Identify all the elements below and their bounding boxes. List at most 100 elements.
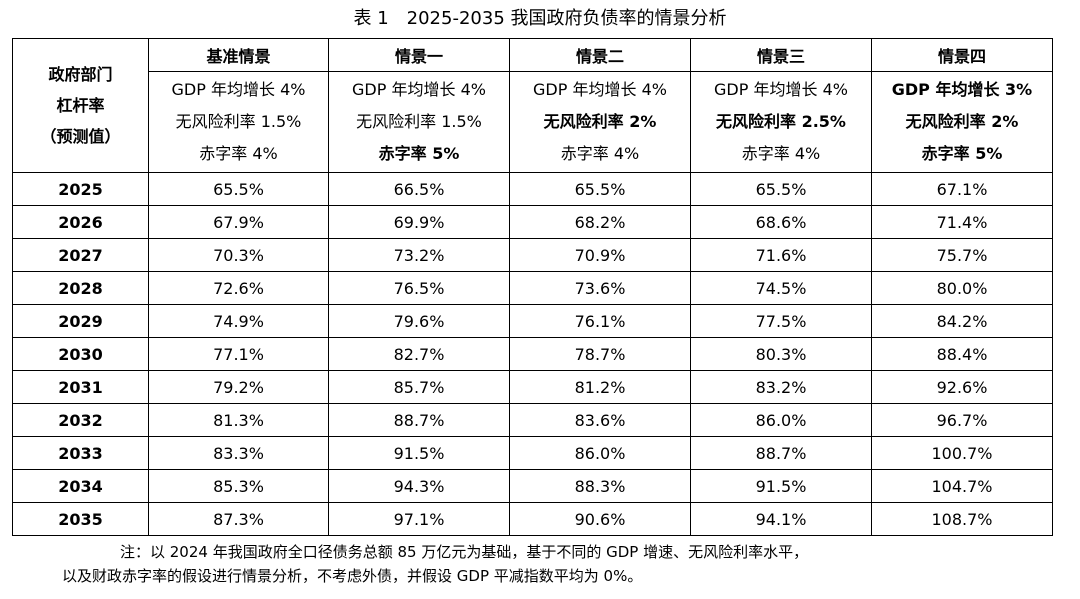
- value-cell: 81.2%: [509, 370, 691, 404]
- table-note-line: 以及财政赤字率的假设进行情景分析，不考虑外债，并假设 GDP 平减指数平均为 0…: [62, 567, 643, 585]
- value-cell: 71.4%: [871, 205, 1053, 239]
- value-cell: 87.3%: [148, 502, 329, 536]
- value-cell: 81.3%: [148, 403, 329, 437]
- value-cell: 74.5%: [690, 271, 872, 305]
- assumption-line: GDP 年均增长 4%: [533, 80, 667, 99]
- value-cell: 72.6%: [148, 271, 329, 305]
- value-cell: 76.1%: [509, 304, 691, 338]
- scenario-name: 情景一: [328, 38, 510, 72]
- value-cell: 96.7%: [871, 403, 1053, 437]
- corner-line: （预测值）: [40, 127, 121, 146]
- year-cell: 2035: [12, 502, 149, 536]
- table-row: 2033 83.3% 91.5% 86.0% 88.7% 100.7%: [12, 436, 1053, 470]
- scenario-name: 基准情景: [148, 38, 329, 72]
- table-caption: 表 1 2025-2035 我国政府负债率的情景分析: [353, 8, 727, 29]
- assumption-line: GDP 年均增长 3%: [891, 80, 1033, 99]
- table-note-line: 注：以 2024 年我国政府全口径债务总额 85 万亿元为基础，基于不同的 GD…: [120, 543, 809, 561]
- year-cell: 2031: [12, 370, 149, 404]
- value-cell: 88.7%: [690, 436, 872, 470]
- corner-cell: 政府部门 杠杆率 （预测值）: [12, 38, 149, 173]
- value-cell: 77.5%: [690, 304, 872, 338]
- table-row: 2035 87.3% 97.1% 90.6% 94.1% 108.7%: [12, 502, 1053, 536]
- table-row: 2032 81.3% 88.7% 83.6% 86.0% 96.7%: [12, 403, 1053, 437]
- value-cell: 73.6%: [509, 271, 691, 305]
- value-cell: 73.2%: [328, 238, 510, 272]
- value-cell: 65.5%: [690, 172, 872, 206]
- year-cell: 2026: [12, 205, 149, 239]
- value-cell: 67.9%: [148, 205, 329, 239]
- table-row: 2034 85.3% 94.3% 88.3% 91.5% 104.7%: [12, 469, 1053, 503]
- assumption-line: 无风险利率 1.5%: [175, 112, 302, 131]
- value-cell: 74.9%: [148, 304, 329, 338]
- year-cell: 2027: [12, 238, 149, 272]
- value-cell: 70.9%: [509, 238, 691, 272]
- value-cell: 68.2%: [509, 205, 691, 239]
- scenario-name: 情景四: [871, 38, 1053, 72]
- value-cell: 84.2%: [871, 304, 1053, 338]
- value-cell: 70.3%: [148, 238, 329, 272]
- scenario-assumptions: GDP 年均增长 4% 无风险利率 2.5% 赤字率 4%: [690, 71, 872, 173]
- value-cell: 86.0%: [690, 403, 872, 437]
- value-cell: 88.7%: [328, 403, 510, 437]
- assumption-line: 无风险利率 2%: [543, 112, 657, 131]
- value-cell: 65.5%: [148, 172, 329, 206]
- assumption-line: 赤字率 4%: [741, 144, 821, 163]
- year-cell: 2029: [12, 304, 149, 338]
- value-cell: 91.5%: [328, 436, 510, 470]
- value-cell: 88.4%: [871, 337, 1053, 371]
- scenario-name: 情景二: [509, 38, 691, 72]
- value-cell: 86.0%: [509, 436, 691, 470]
- year-cell: 2034: [12, 469, 149, 503]
- value-cell: 83.2%: [690, 370, 872, 404]
- assumption-line: 无风险利率 2%: [905, 112, 1019, 131]
- year-cell: 2032: [12, 403, 149, 437]
- table-row: 2026 67.9% 69.9% 68.2% 68.6% 71.4%: [12, 205, 1053, 239]
- value-cell: 76.5%: [328, 271, 510, 305]
- table-row: 2031 79.2% 85.7% 81.2% 83.2% 92.6%: [12, 370, 1053, 404]
- value-cell: 71.6%: [690, 238, 872, 272]
- table-row: 2025 65.5% 66.5% 65.5% 65.5% 67.1%: [12, 172, 1053, 206]
- scenario-assumptions: GDP 年均增长 3% 无风险利率 2% 赤字率 5%: [871, 71, 1053, 173]
- value-cell: 78.7%: [509, 337, 691, 371]
- table-row: 2028 72.6% 76.5% 73.6% 74.5% 80.0%: [12, 271, 1053, 305]
- corner-line: 杠杆率: [56, 96, 105, 115]
- value-cell: 88.3%: [509, 469, 691, 503]
- table-row: 2030 77.1% 82.7% 78.7% 80.3% 88.4%: [12, 337, 1053, 371]
- value-cell: 85.3%: [148, 469, 329, 503]
- value-cell: 83.6%: [509, 403, 691, 437]
- assumption-line: 赤字率 4%: [560, 144, 640, 163]
- assumption-line: GDP 年均增长 4%: [352, 80, 486, 99]
- year-cell: 2030: [12, 337, 149, 371]
- assumption-line: 无风险利率 2.5%: [716, 112, 846, 131]
- value-cell: 79.6%: [328, 304, 510, 338]
- scenario-name: 情景三: [690, 38, 872, 72]
- table-row: 2029 74.9% 79.6% 76.1% 77.5% 84.2%: [12, 304, 1053, 338]
- value-cell: 108.7%: [871, 502, 1053, 536]
- value-cell: 77.1%: [148, 337, 329, 371]
- table-body: 政府部门 杠杆率 （预测值） 基准情景 情景一 情景二 情景三 情景四 GDP …: [12, 38, 1053, 536]
- corner-line: 政府部门: [48, 65, 113, 84]
- value-cell: 67.1%: [871, 172, 1053, 206]
- value-cell: 68.6%: [690, 205, 872, 239]
- value-cell: 85.7%: [328, 370, 510, 404]
- scenario-assumptions: GDP 年均增长 4% 无风险利率 1.5% 赤字率 5%: [328, 71, 510, 173]
- value-cell: 94.3%: [328, 469, 510, 503]
- value-cell: 91.5%: [690, 469, 872, 503]
- assumption-line: 赤字率 5%: [378, 144, 460, 163]
- value-cell: 97.1%: [328, 502, 510, 536]
- value-cell: 75.7%: [871, 238, 1053, 272]
- value-cell: 79.2%: [148, 370, 329, 404]
- year-cell: 2033: [12, 436, 149, 470]
- scenario-assumptions: GDP 年均增长 4% 无风险利率 1.5% 赤字率 4%: [148, 71, 329, 173]
- year-cell: 2025: [12, 172, 149, 206]
- value-cell: 80.3%: [690, 337, 872, 371]
- scenario-assumptions: GDP 年均增长 4% 无风险利率 2% 赤字率 4%: [509, 71, 691, 173]
- value-cell: 90.6%: [509, 502, 691, 536]
- value-cell: 83.3%: [148, 436, 329, 470]
- value-cell: 65.5%: [509, 172, 691, 206]
- assumption-line: 赤字率 4%: [199, 144, 278, 163]
- assumption-line: 无风险利率 1.5%: [356, 112, 482, 131]
- value-cell: 100.7%: [871, 436, 1053, 470]
- table-row: 2027 70.3% 73.2% 70.9% 71.6% 75.7%: [12, 238, 1053, 272]
- assumption-line: 赤字率 5%: [921, 144, 1003, 163]
